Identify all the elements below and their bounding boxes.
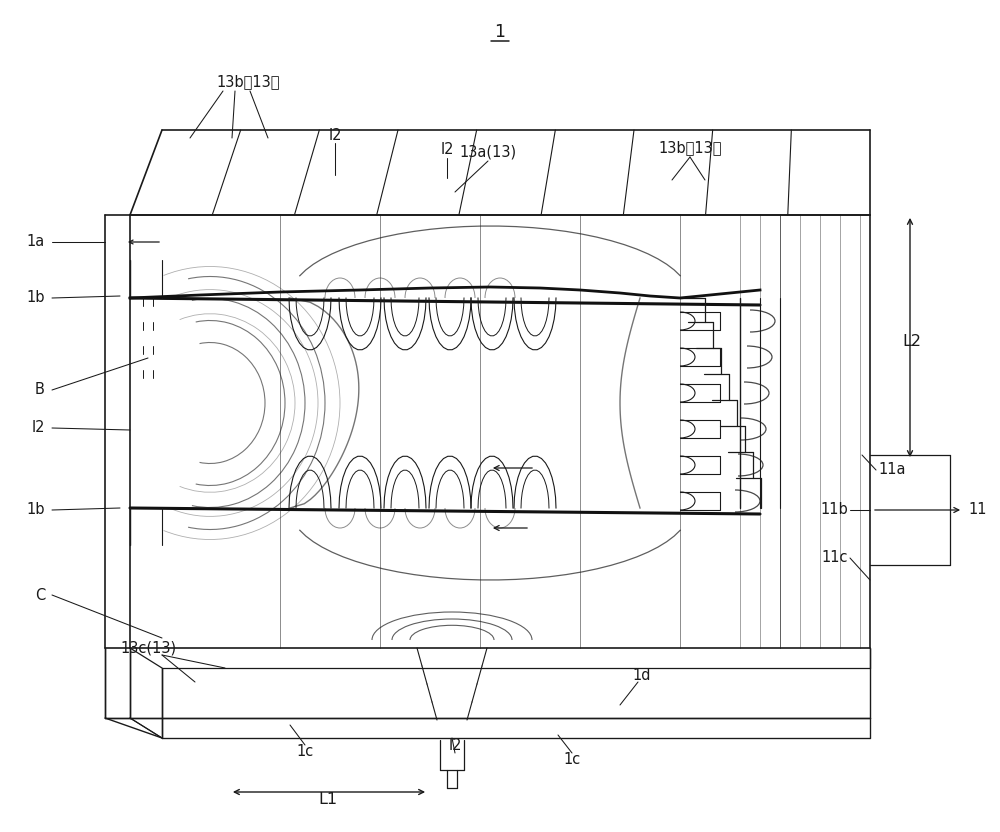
Text: L2: L2	[902, 334, 922, 349]
Text: C: C	[35, 587, 45, 602]
Text: l2: l2	[328, 127, 342, 142]
Text: 13b（13）: 13b（13）	[658, 141, 722, 156]
Text: 1d: 1d	[633, 667, 651, 682]
Text: 1b: 1b	[26, 503, 45, 518]
Text: 1a: 1a	[27, 235, 45, 250]
Text: 13a(13): 13a(13)	[459, 145, 517, 160]
Text: l2: l2	[448, 737, 462, 752]
Text: 13c(13): 13c(13)	[120, 641, 176, 656]
Text: B: B	[35, 383, 45, 398]
Text: 1c: 1c	[563, 752, 581, 767]
Text: 11: 11	[968, 503, 986, 518]
Text: 1b: 1b	[26, 290, 45, 305]
Text: 13b（13）: 13b（13）	[216, 75, 280, 90]
Text: L1: L1	[318, 793, 338, 808]
Text: l2: l2	[32, 420, 45, 435]
Text: 1: 1	[494, 23, 506, 41]
Text: 11c: 11c	[822, 551, 848, 566]
Text: 11a: 11a	[878, 463, 906, 478]
Text: 11b: 11b	[820, 503, 848, 518]
Text: 1c: 1c	[296, 745, 314, 760]
Text: l2: l2	[440, 142, 454, 157]
